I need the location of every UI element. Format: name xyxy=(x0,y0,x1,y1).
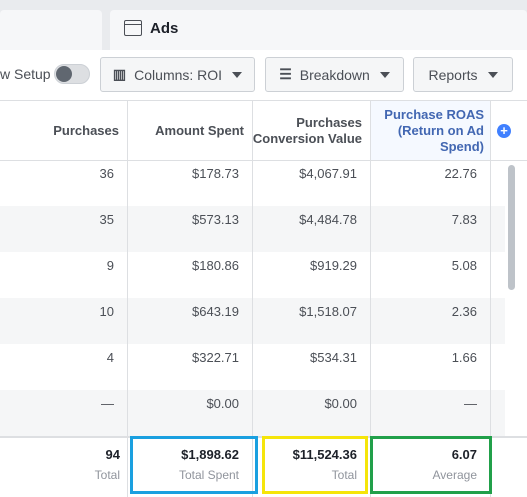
table-cell: 7.83 xyxy=(451,211,477,227)
header-cell[interactable]: Amount Spent xyxy=(155,122,244,138)
table-cell: $919.29 xyxy=(310,257,357,273)
setup-label: w Setup xyxy=(0,66,51,82)
tab-icon xyxy=(124,20,142,36)
table-cell: $0.00 xyxy=(206,395,239,411)
highlight-box xyxy=(370,436,492,494)
total-value: 6.07 xyxy=(451,446,477,462)
caret xyxy=(232,71,243,78)
table-cell: $180.86 xyxy=(192,257,239,273)
table-cell: $1,518.07 xyxy=(299,303,357,319)
button-label: Reports xyxy=(428,66,478,83)
table-cell: 22.76 xyxy=(444,165,477,181)
setup-toggle[interactable] xyxy=(54,64,90,84)
table-cell: 1.66 xyxy=(451,349,477,365)
table-cell: $573.13 xyxy=(192,211,239,227)
table-cell: 5.08 xyxy=(451,257,477,273)
table-cell: 9 xyxy=(106,257,114,273)
add-column[interactable]: + xyxy=(497,124,511,138)
table-cell: — xyxy=(464,395,477,411)
table-cell: $643.19 xyxy=(192,303,239,319)
total-value: $11,524.36 xyxy=(292,446,357,462)
button-icon: ▥ xyxy=(112,66,127,82)
tab-title: Ads xyxy=(150,20,179,37)
table-cell: $4,484.78 xyxy=(299,211,357,227)
header-cell[interactable]: Purchase ROAS (Return on Ad Spend) xyxy=(384,106,484,154)
column-divider xyxy=(370,101,371,497)
highlight-box xyxy=(130,436,258,494)
total-label: Total Spent xyxy=(178,468,239,482)
column-divider xyxy=(127,101,128,497)
table-cell: 36 xyxy=(99,165,114,181)
total-label: Average xyxy=(432,468,477,482)
ads-tab[interactable]: Ads xyxy=(110,10,527,50)
table-cell: 2.36 xyxy=(451,303,477,319)
table-cell: 4 xyxy=(106,349,114,365)
table-cell: $322.71 xyxy=(192,349,239,365)
reports-button[interactable]: Reports xyxy=(413,57,513,92)
button-label: Breakdown xyxy=(299,66,370,83)
total-value: $1,898.62 xyxy=(181,446,239,462)
table-cell: — xyxy=(101,395,114,411)
column-divider xyxy=(252,101,253,497)
column-divider xyxy=(490,101,491,497)
button-icon: ☰ xyxy=(279,66,292,82)
header-cell[interactable]: Purchases xyxy=(53,122,119,138)
total-label: Total xyxy=(94,468,120,482)
header-border xyxy=(0,160,527,161)
table-cell: $0.00 xyxy=(324,395,357,411)
scrollbar xyxy=(508,165,515,290)
table-cell: $4,067.91 xyxy=(299,165,357,181)
button-label: Columns: ROI xyxy=(134,66,223,83)
table-cell: 35 xyxy=(99,211,114,227)
sorted-header-bg xyxy=(370,101,490,160)
table-cell: 10 xyxy=(99,303,114,319)
columns-button[interactable]: ▥ Columns: ROI xyxy=(100,57,255,92)
total-value: 94 xyxy=(105,446,120,462)
left-tab[interactable] xyxy=(0,10,102,50)
highlight-box xyxy=(262,436,368,494)
header-cell[interactable]: Purchases Conversion Value xyxy=(252,114,362,146)
caret xyxy=(379,71,390,78)
total-label: Total xyxy=(331,468,357,482)
breakdown-button[interactable]: ☰ Breakdown xyxy=(265,57,404,92)
caret xyxy=(487,71,498,78)
table-cell: $178.73 xyxy=(192,165,239,181)
table-cell: $534.31 xyxy=(310,349,357,365)
divider xyxy=(0,100,527,101)
